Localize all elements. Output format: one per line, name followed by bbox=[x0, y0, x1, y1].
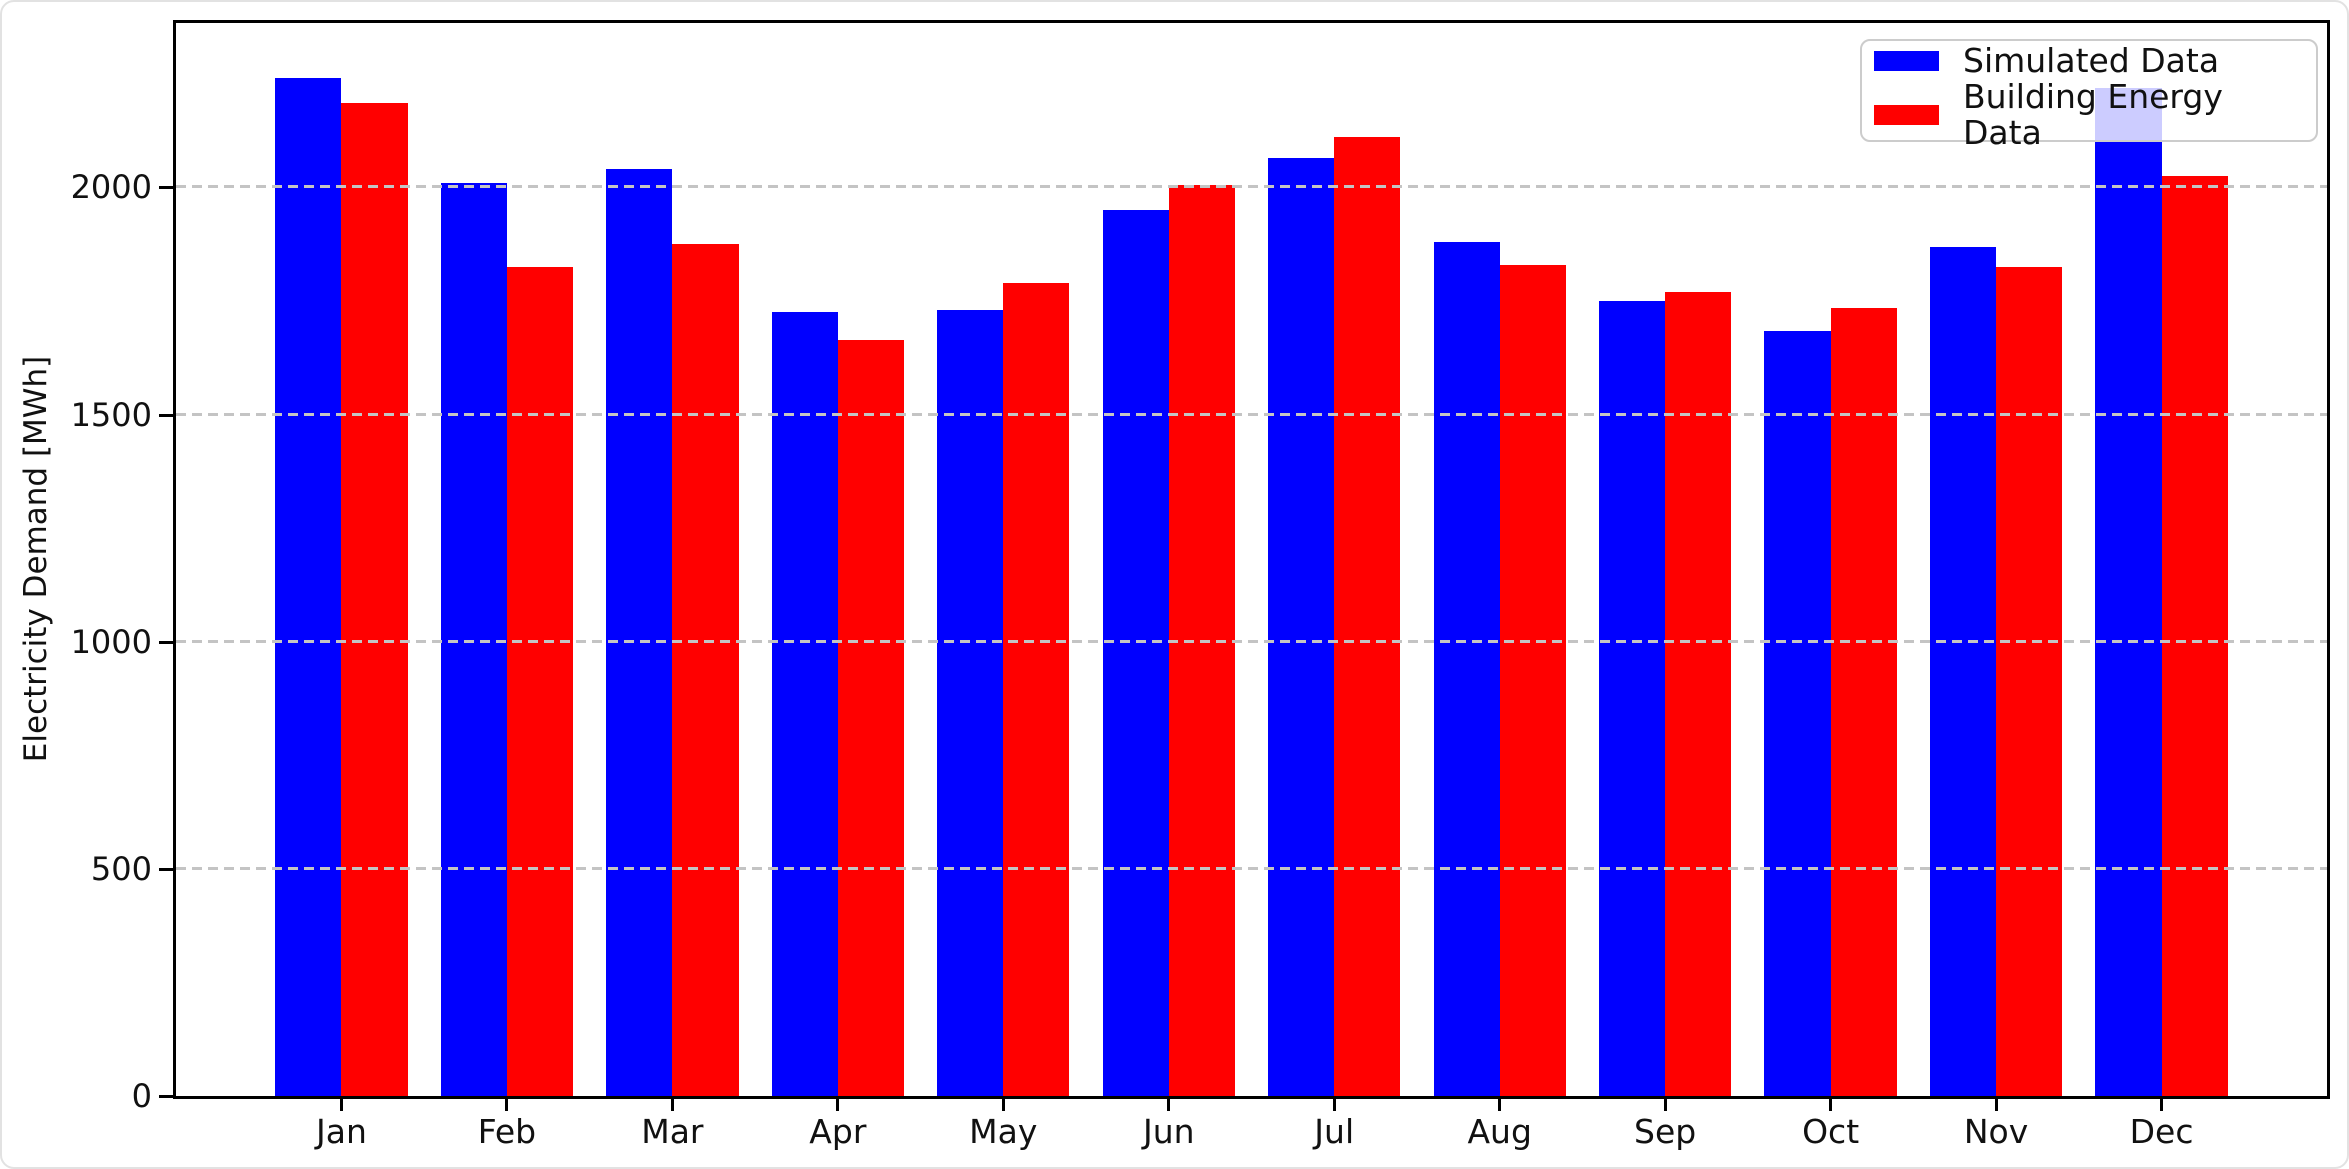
bar-simulated-mar bbox=[606, 169, 673, 1096]
y-tick-mark-2000 bbox=[159, 186, 173, 190]
x-tick-mark-jun bbox=[1167, 1099, 1171, 1111]
bar-building-may bbox=[1003, 282, 1070, 1096]
bar-simulated-aug bbox=[1433, 241, 1500, 1096]
bar-simulated-jun bbox=[1102, 210, 1169, 1096]
bar-simulated-oct bbox=[1764, 330, 1831, 1096]
bar-simulated-jul bbox=[1268, 157, 1335, 1096]
legend-label-simulated: Simulated Data bbox=[1963, 41, 2220, 80]
x-tick-label-dec: Dec bbox=[2129, 1112, 2194, 1151]
y-tick-mark-0 bbox=[159, 1095, 173, 1098]
x-tick-label-feb: Feb bbox=[477, 1112, 537, 1151]
bar-building-oct bbox=[1830, 307, 1897, 1096]
x-tick-label-oct: Oct bbox=[1802, 1112, 1860, 1151]
gridline-1500 bbox=[176, 412, 2327, 416]
y-tick-label-0: 0 bbox=[131, 1077, 152, 1115]
x-tick-mark-sep bbox=[1663, 1099, 1667, 1111]
bar-simulated-nov bbox=[1929, 246, 1997, 1096]
legend-label-building: Building Energy Data bbox=[1963, 77, 2223, 152]
x-tick-mark-jul bbox=[1332, 1099, 1336, 1111]
plot-area bbox=[173, 20, 2330, 1099]
legend: Simulated Data Building Energy Data bbox=[1860, 39, 2318, 151]
x-tick-mark-feb bbox=[505, 1099, 509, 1111]
y-tick-label-2000: 2000 bbox=[70, 168, 152, 207]
bar-simulated-jan bbox=[275, 78, 342, 1096]
x-tick-mark-dec bbox=[2160, 1099, 2164, 1111]
x-tick-mark-mar bbox=[670, 1099, 674, 1111]
bar-building-sep bbox=[1665, 291, 1732, 1096]
bar-simulated-sep bbox=[1598, 301, 1666, 1096]
x-tick-mark-oct bbox=[1829, 1099, 1833, 1111]
bar-simulated-may bbox=[937, 310, 1004, 1096]
bar-building-feb bbox=[506, 266, 574, 1096]
legend-swatch-building bbox=[1874, 105, 1939, 125]
x-tick-label-jul: Jul bbox=[1314, 1112, 1355, 1151]
bar-simulated-feb bbox=[440, 182, 507, 1096]
x-tick-label-apr: Apr bbox=[809, 1112, 867, 1151]
legend-swatch-simulated bbox=[1874, 51, 1939, 71]
legend-item-simulated: Simulated Data bbox=[1874, 43, 2304, 79]
bar-building-apr bbox=[837, 339, 905, 1096]
x-tick-mark-jan bbox=[339, 1099, 343, 1111]
x-tick-label-jan: Jan bbox=[316, 1112, 367, 1151]
gridline-1000 bbox=[176, 639, 2327, 643]
gridline-2000 bbox=[176, 185, 2327, 189]
x-tick-mark-aug bbox=[1498, 1099, 1502, 1111]
y-tick-label-500: 500 bbox=[90, 849, 152, 888]
x-tick-label-may: May bbox=[969, 1112, 1038, 1151]
bar-building-jul bbox=[1334, 137, 1401, 1096]
bar-simulated-apr bbox=[771, 312, 838, 1096]
bar-building-nov bbox=[1996, 266, 2063, 1096]
y-tick-label-1000: 1000 bbox=[70, 622, 152, 661]
y-tick-mark-1000 bbox=[159, 640, 173, 644]
gridline-500 bbox=[176, 866, 2327, 870]
bar-simulated-dec bbox=[2095, 87, 2162, 1096]
x-tick-label-aug: Aug bbox=[1467, 1112, 1532, 1151]
x-tick-label-jun: Jun bbox=[1142, 1112, 1195, 1151]
x-tick-mark-may bbox=[1001, 1099, 1005, 1111]
x-tick-mark-nov bbox=[1994, 1099, 1998, 1111]
x-tick-label-nov: Nov bbox=[1963, 1112, 2029, 1151]
x-tick-label-sep: Sep bbox=[1634, 1112, 1697, 1151]
bar-building-mar bbox=[672, 244, 739, 1096]
bar-building-dec bbox=[2161, 176, 2228, 1096]
y-tick-label-1500: 1500 bbox=[70, 395, 152, 434]
x-tick-label-mar: Mar bbox=[641, 1112, 704, 1151]
legend-item-building: Building Energy Data bbox=[1874, 79, 2304, 151]
bar-building-jan bbox=[341, 103, 408, 1096]
x-tick-mark-apr bbox=[836, 1099, 840, 1111]
y-tick-mark-1500 bbox=[159, 413, 173, 417]
y-tick-mark-500 bbox=[159, 867, 173, 871]
bar-building-aug bbox=[1499, 264, 1566, 1096]
